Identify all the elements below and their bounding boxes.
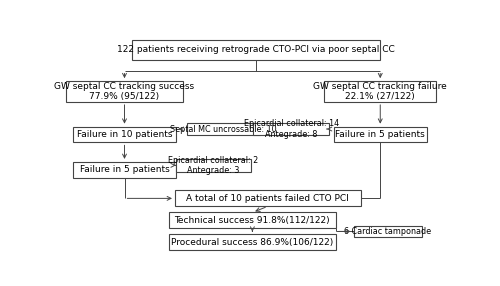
FancyBboxPatch shape [354,226,422,237]
FancyBboxPatch shape [169,212,336,228]
Text: Epicardial collateral: 14
Antegrade: 8: Epicardial collateral: 14 Antegrade: 8 [244,119,338,139]
FancyBboxPatch shape [132,40,380,60]
Text: Failure in 10 patients: Failure in 10 patients [77,130,172,139]
FancyBboxPatch shape [254,123,329,135]
Text: Failure in 5 patients: Failure in 5 patients [80,165,170,174]
Text: Epicardial collateral: 2
Antegrade: 3: Epicardial collateral: 2 Antegrade: 3 [168,156,259,175]
FancyBboxPatch shape [66,81,182,102]
FancyBboxPatch shape [73,127,176,142]
FancyBboxPatch shape [73,162,176,178]
FancyBboxPatch shape [169,235,336,250]
Text: 122 patients receiving retrograde CTO-PCI via poor septal CC: 122 patients receiving retrograde CTO-PC… [118,45,395,54]
FancyBboxPatch shape [175,190,361,206]
Text: Septal MC uncrossable: 10: Septal MC uncrossable: 10 [170,124,276,134]
FancyBboxPatch shape [334,127,427,142]
Text: Procedural success 86.9%(106/122): Procedural success 86.9%(106/122) [171,238,334,247]
Text: 6 Cardiac tamponade: 6 Cardiac tamponade [344,227,432,236]
Text: A total of 10 patients failed CTO PCI: A total of 10 patients failed CTO PCI [186,194,349,203]
FancyBboxPatch shape [176,159,252,172]
FancyBboxPatch shape [186,123,260,135]
FancyBboxPatch shape [324,81,436,102]
Text: GW septal CC tracking failure
22.1% (27/122): GW septal CC tracking failure 22.1% (27/… [314,82,447,101]
Text: Technical success 91.8%(112/122): Technical success 91.8%(112/122) [174,216,330,225]
Text: GW septal CC tracking success
77.9% (95/122): GW septal CC tracking success 77.9% (95/… [54,82,194,101]
Text: Failure in 5 patients: Failure in 5 patients [336,130,425,139]
